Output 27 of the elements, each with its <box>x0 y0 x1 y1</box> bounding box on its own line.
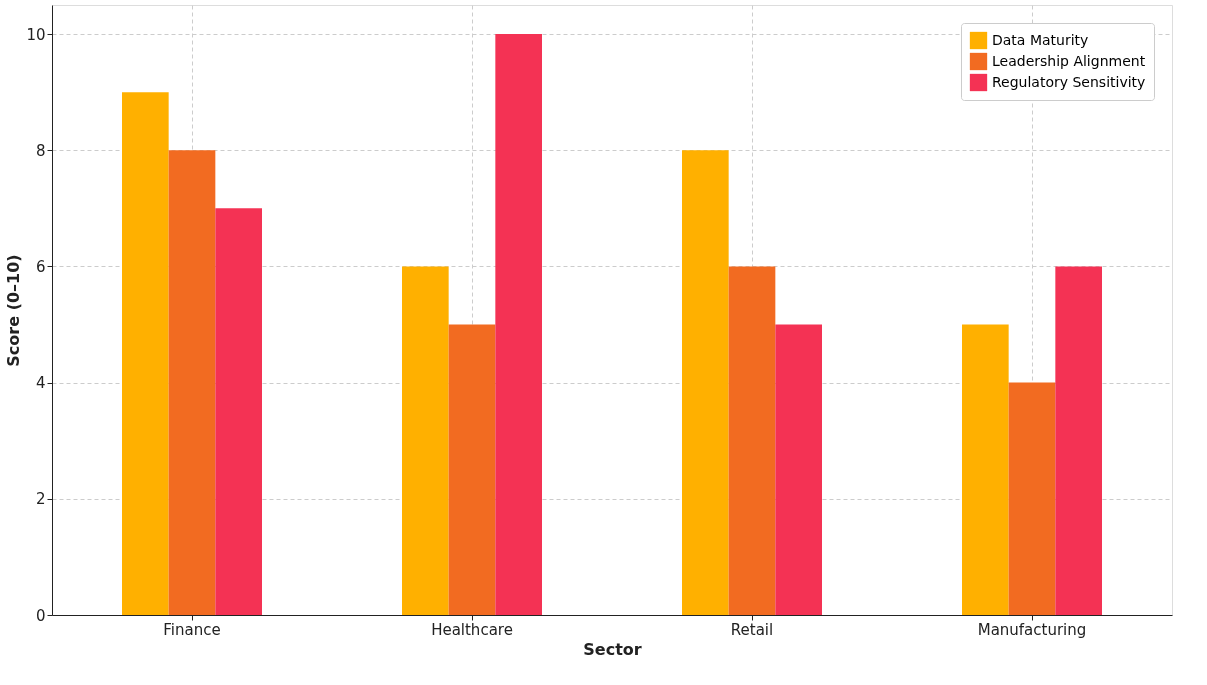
legend-label: Regulatory Sensitivity <box>992 73 1146 90</box>
y-tick-label: 0 <box>35 606 46 625</box>
y-tick-label: 4 <box>35 374 46 393</box>
bar <box>448 324 496 615</box>
legend-label: Leadership Alignment <box>992 52 1146 69</box>
y-tick-label: 6 <box>35 257 46 276</box>
x-tick-label: Healthcare <box>431 620 513 639</box>
bar <box>402 266 449 615</box>
x-axis-title: Sector <box>583 639 642 659</box>
bar <box>495 34 542 615</box>
x-tick-label: Retail <box>730 620 774 639</box>
bar <box>682 150 729 615</box>
legend-label: Data Maturity <box>992 31 1089 48</box>
bar <box>168 150 216 615</box>
y-tick-label: 10 <box>26 25 46 44</box>
y-tick-label: 2 <box>35 490 46 509</box>
bar <box>122 92 169 615</box>
bar <box>962 324 1009 615</box>
bar <box>215 208 262 615</box>
bar <box>775 324 822 615</box>
y-axis-title: Score (0–10) <box>4 254 24 367</box>
bar <box>1055 266 1102 615</box>
bar <box>1008 382 1056 615</box>
x-tick-label: Manufacturing <box>977 620 1087 639</box>
x-tick-label: Finance <box>163 620 221 639</box>
y-tick-label: 8 <box>35 141 46 160</box>
bar <box>728 266 776 615</box>
